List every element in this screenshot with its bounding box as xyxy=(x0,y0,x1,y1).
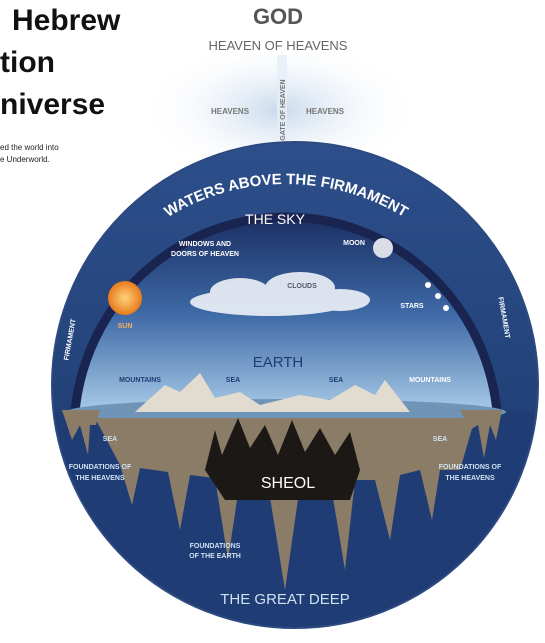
title-line: Hebrew xyxy=(12,4,121,37)
moon-label: MOON xyxy=(343,240,365,247)
foundations-heavens-label: THE HEAVENS xyxy=(445,475,495,482)
mountains-label: MOUNTAINS xyxy=(119,377,161,384)
star xyxy=(425,282,431,288)
sky-title: THE SKY xyxy=(245,211,306,227)
foundations-heavens-label: FOUNDATIONS OF xyxy=(439,464,502,471)
foundations-heavens-label: FOUNDATIONS OF xyxy=(69,464,132,471)
cosmology-diagram: Hebrew tion niverse ed the world into e … xyxy=(0,0,545,643)
foundations-earth-label: OF THE EARTH xyxy=(189,553,241,560)
windows-label: DOORS OF HEAVEN xyxy=(171,251,239,258)
title-line: niverse xyxy=(0,88,105,121)
heavens-label: HEAVENS xyxy=(211,107,250,116)
gate-label: GATE OF HEAVEN xyxy=(280,79,287,140)
moon xyxy=(373,238,393,258)
heaven-of-heavens-label: HEAVEN OF HEAVENS xyxy=(209,38,348,53)
windows-label: WINDOWS AND xyxy=(179,241,231,248)
title-line: tion xyxy=(0,46,55,79)
sun xyxy=(108,281,142,315)
sea-label: SEA xyxy=(433,436,447,443)
sea-label: SEA xyxy=(103,436,117,443)
earth-title: EARTH xyxy=(253,354,304,371)
foundations-heavens-label: THE HEAVENS xyxy=(75,475,125,482)
foundations-earth-label: FOUNDATIONS xyxy=(190,543,241,550)
sea-label: SEA xyxy=(226,377,240,384)
sea-label: SEA xyxy=(329,377,343,384)
sun-label: SUN xyxy=(118,323,133,330)
intro-line: e Underworld. xyxy=(0,155,50,164)
star xyxy=(443,305,449,311)
stars-label: STARS xyxy=(400,303,424,310)
god-label: GOD xyxy=(253,4,303,29)
heavens-label: HEAVENS xyxy=(306,107,345,116)
mountains-label: MOUNTAINS xyxy=(409,377,451,384)
star xyxy=(435,293,441,299)
sheol-label: SHEOL xyxy=(261,475,315,492)
intro-line: ed the world into xyxy=(0,143,59,152)
great-deep-label: THE GREAT DEEP xyxy=(220,591,349,608)
clouds-label: CLOUDS xyxy=(287,283,317,290)
